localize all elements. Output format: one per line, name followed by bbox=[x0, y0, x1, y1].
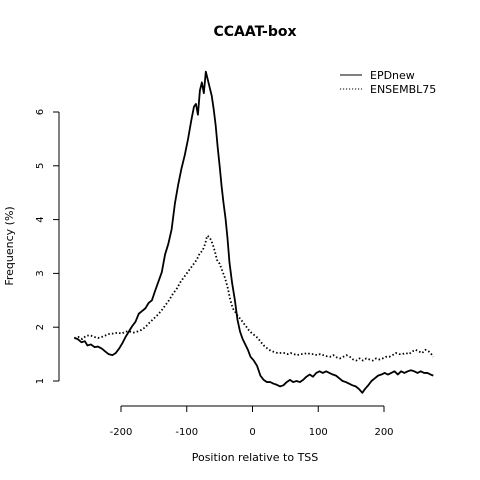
x-axis: -200 -100 0 100 200 bbox=[110, 405, 394, 438]
x-tick-label: 200 bbox=[374, 427, 393, 438]
y-tick-label: 2 bbox=[35, 324, 46, 330]
series-line-epdnew bbox=[74, 70, 434, 394]
y-tick-label: 3 bbox=[35, 270, 46, 276]
chart-title: CCAAT-box bbox=[213, 24, 296, 40]
x-tick-label: 100 bbox=[309, 427, 328, 438]
y-axis: 1 2 3 4 5 6 bbox=[35, 109, 60, 384]
x-tick-label: -100 bbox=[175, 427, 198, 438]
y-axis-label: Frequency (%) bbox=[3, 206, 16, 285]
x-tick-label: 0 bbox=[249, 427, 255, 438]
legend: EPDnew ENSEMBL75 bbox=[340, 69, 436, 96]
y-tick-label: 4 bbox=[35, 216, 46, 222]
y-tick-label: 5 bbox=[35, 163, 46, 169]
legend-label-epdnew: EPDnew bbox=[370, 69, 415, 82]
series-line-ensembl75 bbox=[74, 234, 435, 362]
x-tick-label: -200 bbox=[110, 427, 133, 438]
legend-label-ensembl75: ENSEMBL75 bbox=[370, 83, 436, 96]
y-tick-label: 1 bbox=[35, 378, 46, 384]
y-tick-label: 6 bbox=[35, 109, 46, 115]
x-axis-label: Position relative to TSS bbox=[192, 451, 319, 464]
plot-area bbox=[74, 70, 435, 394]
